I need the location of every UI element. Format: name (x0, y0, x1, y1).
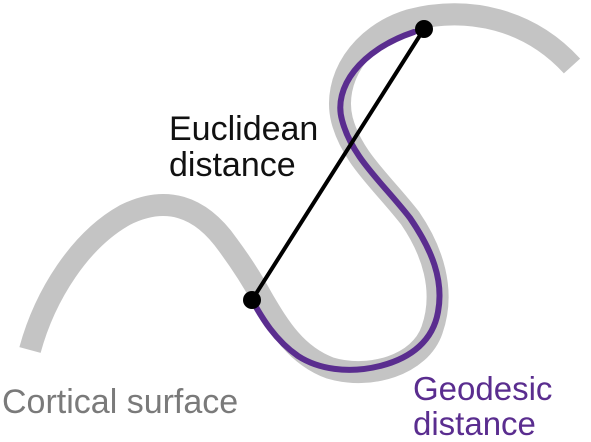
geodesic-distance-label: Geodesic distance (413, 370, 553, 442)
cortical-surface-band (19, 3, 581, 384)
cortical-surface-label: Cortical surface (2, 383, 239, 421)
geodesic-path (249, 29, 443, 373)
euclidean-line (250, 27, 426, 302)
lower-point (243, 291, 261, 309)
euclidean-label-line2: distance (169, 145, 296, 184)
geodesic-label-line2: distance (413, 404, 536, 442)
euclidean-distance-label: Euclidean distance (169, 110, 319, 184)
geodesic-label-line1: Geodesic (413, 370, 553, 407)
euclidean-label-line1: Euclidean (169, 110, 319, 148)
upper-point (415, 20, 433, 38)
